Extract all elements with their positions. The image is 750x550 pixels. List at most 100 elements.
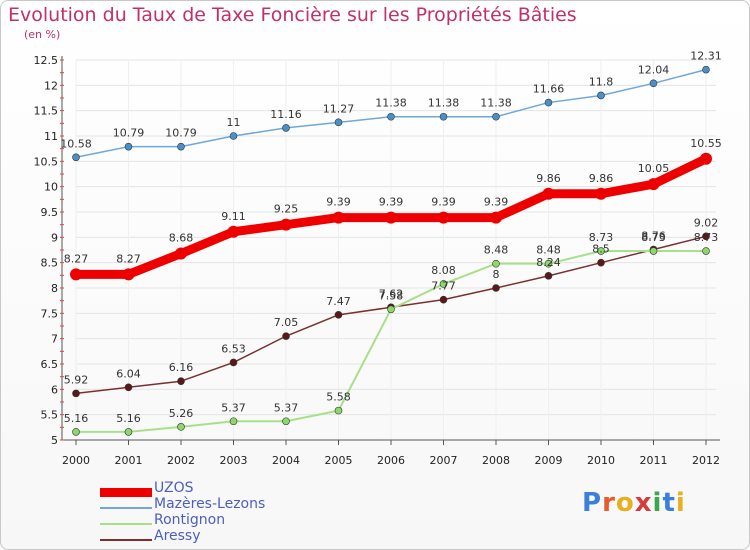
data-label: 8.24	[536, 256, 561, 269]
data-point	[334, 118, 343, 127]
data-point	[282, 417, 290, 426]
data-point	[334, 311, 343, 319]
data-point	[649, 79, 658, 88]
chart-title: Evolution du Taux de Taxe Foncière sur l…	[8, 4, 577, 26]
y-tick-label: 5	[51, 434, 58, 447]
y-tick-label: 10.5	[34, 155, 59, 168]
data-point	[124, 142, 133, 151]
data-label: 8.76	[641, 229, 666, 242]
legend-label: Mazères-Lezons	[154, 496, 266, 512]
data-point	[334, 406, 343, 415]
data-label: 8.48	[484, 244, 509, 257]
data-point	[702, 247, 710, 255]
data-point	[280, 218, 292, 231]
data-label: 10.55	[690, 137, 722, 150]
data-labels: 8.27 8.27 8.68 9.11 9.25 9.39 9.39 9.39 9.39 9.86…	[60, 50, 722, 425]
data-label: 11.38	[375, 97, 407, 110]
data-label: 11.8	[589, 75, 614, 88]
data-point	[177, 142, 185, 151]
data-point	[385, 211, 397, 224]
data-label: 5.37	[221, 401, 246, 414]
data-label: 11.16	[270, 108, 302, 121]
data-point	[544, 259, 553, 268]
data-point	[282, 332, 290, 340]
y-tick-label: 6.5	[41, 358, 59, 371]
y-tick-label: 6	[51, 383, 58, 396]
data-point	[439, 280, 448, 288]
unit-label: (en %)	[24, 28, 61, 41]
data-label: 7.58	[379, 289, 404, 302]
x-tick-label: 2000	[62, 454, 90, 467]
data-label: 12.31	[690, 50, 722, 63]
data-label: 5.26	[169, 407, 194, 420]
data-point	[229, 132, 238, 140]
y-tick-label: 12	[44, 79, 58, 92]
data-label: 11.66	[533, 83, 565, 96]
legend-label: Aressy	[154, 528, 201, 544]
data-point	[177, 423, 185, 431]
data-label: 9.39	[431, 196, 456, 209]
data-point	[597, 91, 605, 100]
data-point	[177, 377, 185, 386]
data-label: 8.08	[431, 264, 456, 277]
series-layer	[70, 65, 712, 436]
data-label: 12.04	[638, 63, 670, 76]
legend-swatch	[100, 487, 152, 497]
data-point	[227, 225, 240, 238]
data-label: 5.92	[64, 373, 89, 386]
data-label: 6.53	[221, 342, 246, 355]
data-point	[124, 428, 133, 436]
y-tick-label: 9	[51, 231, 58, 244]
data-label: 10.58	[60, 137, 92, 150]
data-label: 9.25	[274, 203, 299, 216]
data-point	[122, 268, 135, 281]
data-point	[492, 112, 500, 121]
data-point	[72, 153, 80, 162]
data-label: 8.68	[169, 232, 194, 245]
data-label: 8.73	[694, 231, 719, 244]
data-point	[439, 112, 448, 121]
x-tick-label: 2008	[482, 454, 510, 467]
data-label: 5.58	[326, 391, 351, 404]
x-tick-label: 2002	[167, 454, 195, 467]
y-tick-label: 8.5	[41, 257, 59, 270]
data-point	[490, 211, 502, 224]
data-point	[282, 124, 290, 132]
data-point	[72, 428, 80, 436]
data-label: 10.79	[113, 127, 145, 140]
y-tick-label: 10	[44, 181, 58, 194]
data-label: 11.38	[480, 97, 512, 110]
x-tick-label: 2004	[272, 454, 300, 467]
data-point	[387, 112, 395, 121]
data-label: 8.73	[641, 231, 666, 244]
data-label: 11.27	[323, 102, 355, 115]
data-label: 5.37	[274, 401, 299, 414]
data-point	[175, 247, 187, 260]
x-tick-label: 2012	[692, 454, 720, 467]
grid	[75, 59, 716, 441]
data-label: 7.47	[326, 295, 351, 308]
x-tick-label: 2011	[640, 454, 668, 467]
data-point	[70, 268, 82, 281]
legend-swatch	[100, 523, 152, 525]
x-tick-label: 2006	[377, 454, 405, 467]
data-point	[700, 152, 712, 165]
data-label: 7.62	[379, 287, 404, 300]
data-label: 8.27	[64, 252, 89, 265]
data-label: 8.73	[589, 231, 614, 244]
data-label: 10.05	[638, 162, 670, 175]
y-tick-label: 5.5	[41, 409, 59, 422]
data-label: 9.39	[326, 196, 351, 209]
data-point	[229, 358, 238, 367]
y-tick-label: 11	[44, 130, 58, 143]
data-point	[595, 187, 607, 200]
y-tick-label: 7	[51, 333, 58, 346]
data-label: 7.05	[274, 316, 299, 329]
data-label: 8.5	[592, 243, 610, 256]
x-tick-label: 2003	[220, 454, 248, 467]
data-label: 11.38	[428, 97, 460, 110]
data-label: 11	[227, 116, 241, 129]
data-point	[492, 259, 500, 268]
data-label: 8	[493, 268, 500, 281]
data-label: 8.48	[536, 244, 561, 257]
